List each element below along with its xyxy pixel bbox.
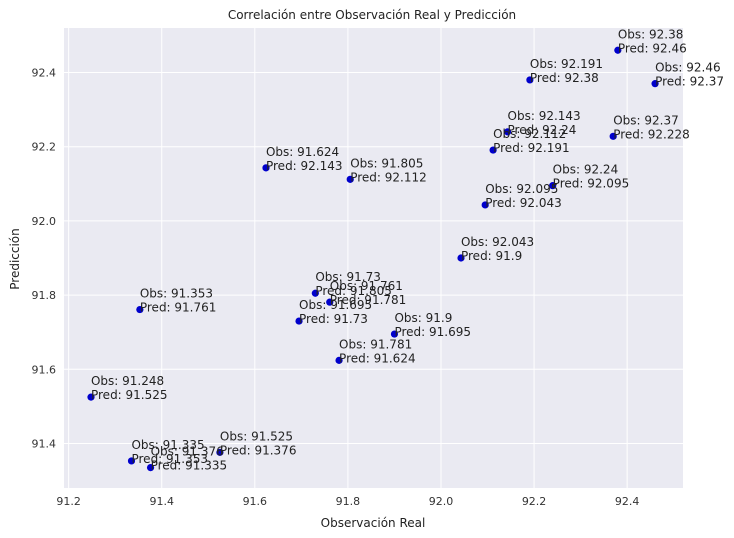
data-point [651, 80, 659, 88]
data-point [87, 393, 95, 401]
data-point [614, 46, 622, 54]
data-label-pred: Pred: 91.9 [461, 249, 522, 263]
data-label-pred: Pred: 92.38 [530, 71, 599, 85]
data-label-obs: Obs: 91.376 [151, 445, 224, 459]
plot-area [64, 28, 683, 488]
data-label-pred: Pred: 92.043 [485, 196, 562, 210]
data-label-pred: Pred: 92.228 [613, 127, 690, 141]
data-label-obs: Obs: 91.761 [330, 279, 403, 293]
data-label-obs: Obs: 91.805 [350, 156, 423, 170]
data-point [127, 457, 136, 465]
grid-lines [64, 28, 683, 488]
data-label-pred: Pred: 92.191 [493, 141, 570, 155]
data-label-obs: Obs: 92.46 [655, 61, 721, 75]
data-label-obs: Obs: 92.37 [613, 113, 679, 127]
data-label-obs: Obs: 92.112 [493, 127, 566, 141]
data-point [326, 298, 334, 306]
data-label-pred: Pred: 91.761 [140, 301, 217, 315]
data-label-obs: Obs: 92.043 [461, 235, 534, 249]
chart-title: Correlación entre Observación Real y Pre… [228, 8, 516, 22]
x-tick-label: 91.8 [336, 495, 361, 508]
data-label-pred: Pred: 92.46 [618, 41, 687, 55]
data-label-obs: Obs: 92.38 [618, 27, 684, 41]
y-tick-label: 91.8 [32, 289, 57, 302]
data-point [146, 463, 155, 472]
data-label-obs: Obs: 91.73 [315, 270, 381, 284]
data-label-pred: Pred: 92.143 [266, 159, 343, 173]
data-label-pred: Pred: 92.112 [350, 170, 427, 184]
data-label-pred: Pred: 92.24 [508, 123, 577, 137]
y-tick-label: 92.2 [32, 141, 57, 154]
x-tick-label: 92.2 [522, 495, 547, 508]
data-point [136, 305, 144, 314]
x-axis-label: Observación Real [321, 516, 426, 530]
data-points [87, 46, 659, 472]
data-point [549, 182, 557, 190]
data-label-obs: Obs: 92.24 [553, 163, 619, 177]
data-point [216, 448, 224, 456]
data-point [489, 146, 497, 154]
data-label-pred: Pred: 92.37 [655, 75, 724, 89]
data-point [311, 289, 319, 297]
x-tick-label: 92.4 [615, 495, 640, 508]
x-tick-label: 91.6 [243, 495, 268, 508]
data-point [481, 201, 489, 209]
x-tick-label: 91.2 [56, 495, 81, 508]
data-label-pred: Pred: 91.335 [151, 459, 228, 473]
data-point [295, 317, 303, 325]
data-label-obs: Obs: 91.695 [299, 298, 372, 312]
data-label-pred: Pred: 91.376 [220, 443, 297, 457]
data-point [346, 175, 354, 183]
data-label-pred: Pred: 92.095 [553, 177, 630, 191]
data-label-obs: Obs: 91.781 [339, 337, 412, 351]
data-label-obs: Obs: 91.624 [266, 145, 339, 159]
data-label-pred: Pred: 91.695 [394, 325, 471, 339]
data-label-pred: Pred: 91.525 [91, 388, 168, 402]
y-tick-label: 91.4 [32, 437, 57, 450]
data-point [526, 76, 534, 84]
data-point [335, 356, 343, 364]
data-label-obs: Obs: 91.353 [140, 287, 213, 301]
data-label-obs: Obs: 92.191 [530, 57, 603, 71]
data-label-obs: Obs: 91.248 [91, 374, 164, 388]
x-tick-label: 91.4 [149, 495, 174, 508]
data-label-pred: Pred: 91.624 [339, 351, 416, 365]
data-label-obs: Obs: 91.335 [131, 438, 204, 452]
data-point [262, 164, 270, 172]
data-label-pred: Pred: 91.805 [315, 284, 392, 298]
data-label-pred: Pred: 91.73 [299, 312, 368, 326]
data-label-obs: Obs: 91.9 [394, 311, 452, 325]
data-point [609, 132, 617, 140]
y-tick-label: 92.0 [32, 215, 57, 228]
data-label-pred: Pred: 91.781 [330, 293, 407, 307]
y-tick-label: 92.4 [32, 67, 57, 80]
data-label-obs: Obs: 92.095 [485, 182, 558, 196]
data-point [503, 128, 512, 136]
data-point [390, 330, 399, 338]
data-label-obs: Obs: 92.143 [508, 109, 581, 123]
data-label-obs: Obs: 91.525 [220, 429, 293, 443]
y-tick-label: 91.6 [32, 363, 57, 376]
data-label-pred: Pred: 91.353 [131, 452, 208, 466]
x-tick-label: 92.0 [429, 495, 454, 508]
y-axis-label: Predicción [8, 228, 22, 290]
y-axis-ticks: 91.4 91.6 91.8 92.0 92.2 92.4 [32, 67, 57, 451]
x-axis-ticks: 91.2 91.4 91.6 91.8 92.0 92.2 92.4 [56, 495, 639, 508]
data-point [457, 254, 465, 262]
